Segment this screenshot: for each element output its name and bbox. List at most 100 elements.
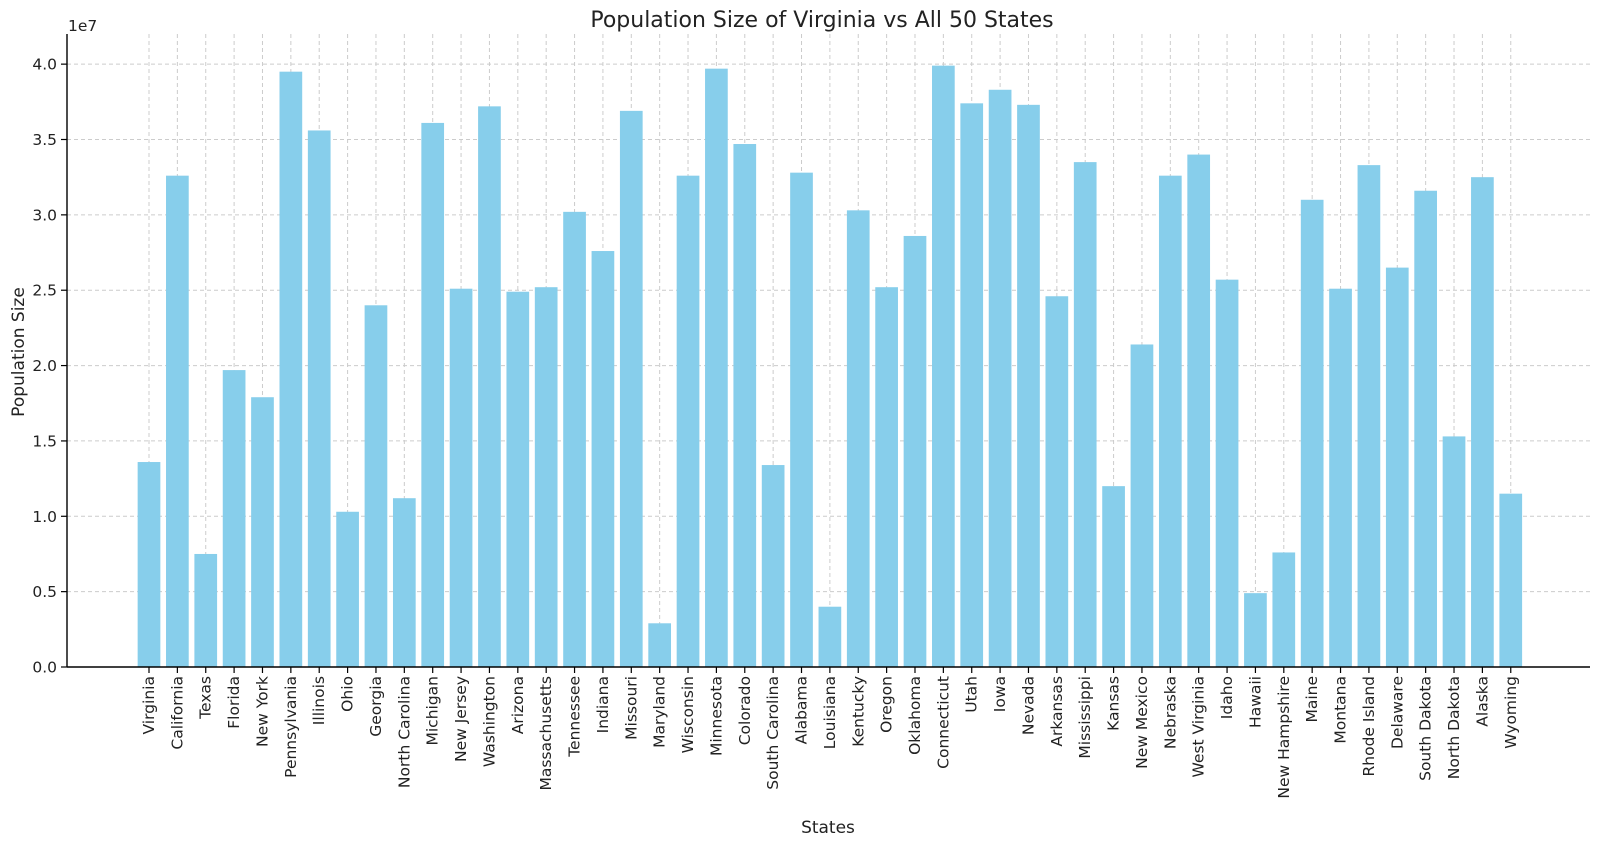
bar <box>1158 175 1182 667</box>
x-tick-label: North Carolina <box>395 676 413 788</box>
bar <box>1499 493 1523 667</box>
x-tick-label: Montana <box>1332 676 1350 744</box>
bar <box>733 144 757 667</box>
x-tick-label: Nevada <box>1019 676 1037 735</box>
bar <box>307 130 331 667</box>
bar <box>364 305 388 667</box>
x-tick-label: Massachusetts <box>537 676 555 791</box>
bar <box>875 287 898 667</box>
bar <box>1329 288 1352 667</box>
bar <box>222 370 246 667</box>
x-tick-label: Connecticut <box>934 676 952 769</box>
bar <box>534 287 558 667</box>
bar <box>1244 593 1267 667</box>
x-tick-label: Hawaii <box>1246 676 1264 728</box>
bar <box>960 103 984 668</box>
bar <box>988 89 1012 667</box>
bar <box>1385 267 1409 667</box>
bar <box>761 465 785 667</box>
bar <box>506 291 530 667</box>
y-tick-label: 2.0 <box>32 357 57 375</box>
x-tick-label: Mississippi <box>1076 676 1094 759</box>
x-tick-label: Virginia <box>140 676 158 734</box>
bar <box>1102 486 1125 667</box>
x-tick-label: Utah <box>963 676 981 713</box>
bar <box>790 172 813 667</box>
x-tick-label: Louisiana <box>821 676 839 749</box>
x-tick-label: South Carolina <box>764 676 782 790</box>
y-tick-label: 1.0 <box>32 508 57 526</box>
x-tick-label: Texas <box>197 676 215 720</box>
y-axis-offset-label: 1e7 <box>68 17 97 35</box>
bar <box>194 553 218 667</box>
bar <box>251 397 274 667</box>
x-tick-label: Delaware <box>1388 676 1406 749</box>
y-tick-label: 4.0 <box>32 56 57 74</box>
x-tick-label: New Jersey <box>452 676 470 762</box>
bar <box>336 511 359 667</box>
bar <box>421 122 445 667</box>
chart-title: Population Size of Virginia vs All 50 St… <box>590 8 1053 33</box>
x-tick-label: Maine <box>1303 676 1321 723</box>
bar <box>166 175 189 667</box>
y-ticks: 0.0 0.5 1.0 1.5 2.0 2.5 3.0 3.5 4.0 <box>32 56 67 677</box>
bar <box>648 623 672 667</box>
bar <box>137 462 161 667</box>
x-axis-label: States <box>801 818 855 838</box>
bar <box>1187 154 1211 668</box>
bar <box>591 251 615 667</box>
x-tick-label: Wisconsin <box>679 676 697 753</box>
x-tick-label: Illinois <box>310 676 328 725</box>
y-tick-label: 0.5 <box>32 583 57 601</box>
bar <box>619 110 643 668</box>
x-tick-label: Minnesota <box>707 676 725 756</box>
bar <box>563 211 586 668</box>
x-tick-label: Alabama <box>793 676 811 744</box>
x-tick-label: Wyoming <box>1502 676 1520 749</box>
x-tick-label: Georgia <box>367 676 385 737</box>
bar <box>1073 162 1097 667</box>
bar <box>449 288 473 667</box>
bar <box>932 65 955 667</box>
bar <box>1272 552 1296 667</box>
bar <box>279 71 303 667</box>
x-tick-label: North Dakota <box>1445 676 1463 779</box>
y-tick-label: 3.5 <box>32 131 57 149</box>
y-tick-label: 2.5 <box>32 282 57 300</box>
x-tick-label: Kansas <box>1105 676 1123 731</box>
x-tick-label: Oklahoma <box>906 676 924 755</box>
bar <box>1045 296 1069 667</box>
x-tick-label: Maryland <box>651 676 669 748</box>
x-tick-label: Florida <box>225 676 243 729</box>
x-tick-label: Michigan <box>424 676 442 746</box>
x-tick-label: New York <box>253 676 271 747</box>
x-tick-label: New Hampshire <box>1275 676 1293 799</box>
x-tick-label: Indiana <box>594 676 612 733</box>
bar <box>1442 436 1466 667</box>
x-tick-label: Iowa <box>991 676 1009 712</box>
bar <box>903 235 927 667</box>
bar <box>676 175 700 667</box>
x-tick-label: Oregon <box>878 676 896 733</box>
bar <box>1130 344 1154 667</box>
x-tick-label: Alaska <box>1473 676 1491 727</box>
x-tick-label: Idaho <box>1218 676 1236 719</box>
bar <box>705 68 728 667</box>
x-tick-label: Kentucky <box>849 676 867 747</box>
bar <box>1300 199 1324 668</box>
x-tick-label: Arizona <box>509 676 527 734</box>
x-tick-label: New Mexico <box>1133 676 1151 769</box>
x-tick-label: Washington <box>480 676 498 767</box>
x-tick-label: Pennsylvania <box>282 676 300 778</box>
y-tick-label: 3.0 <box>32 206 57 224</box>
x-tick-label: Ohio <box>339 676 357 712</box>
bar <box>1414 190 1437 667</box>
bar <box>846 210 870 668</box>
x-tick-label: Missouri <box>622 676 640 740</box>
y-tick-label: 1.5 <box>32 432 57 450</box>
bar <box>818 606 842 667</box>
y-tick-label: 0.0 <box>32 659 57 677</box>
bar <box>1215 279 1239 667</box>
